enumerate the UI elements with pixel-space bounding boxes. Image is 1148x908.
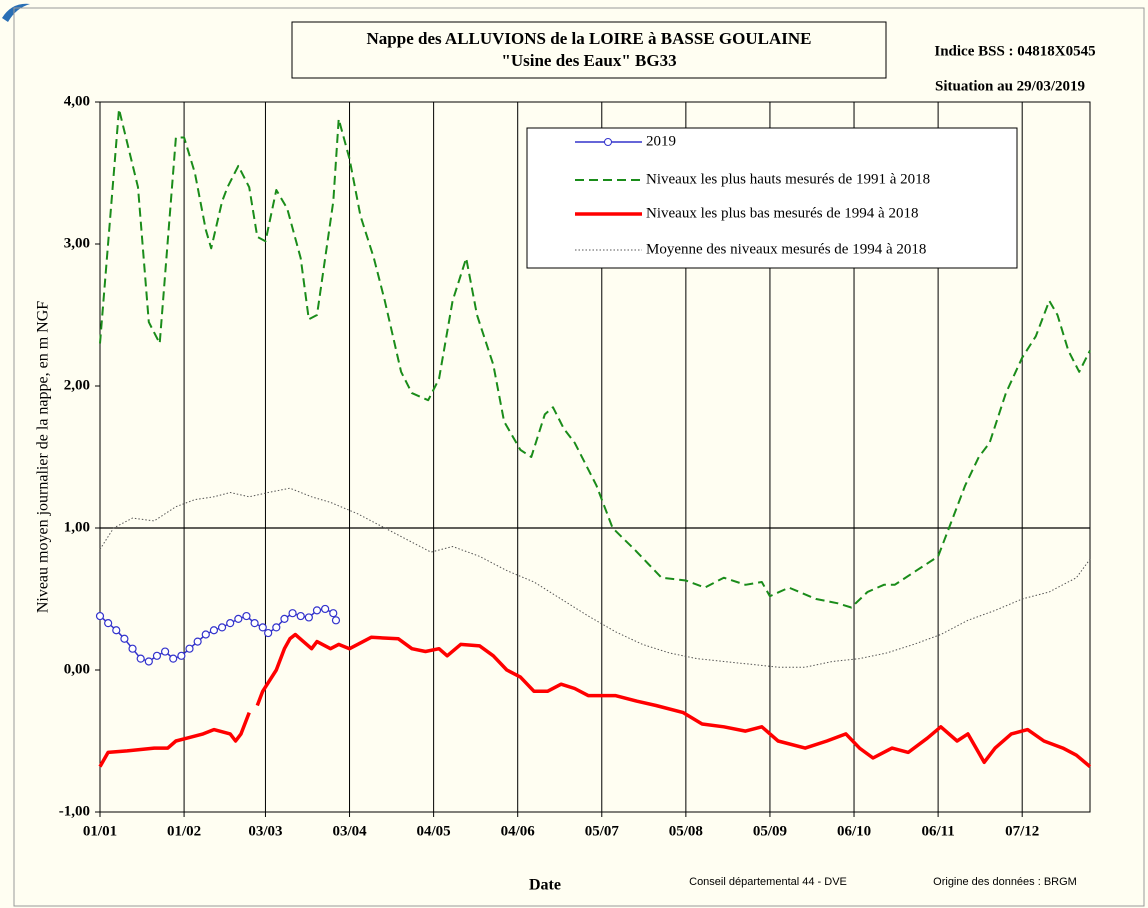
data-point xyxy=(242,611,251,621)
y-tick-label: 1,00 xyxy=(64,519,90,535)
data-point xyxy=(321,604,330,614)
data-point xyxy=(312,606,322,615)
series-line xyxy=(99,487,1091,668)
y-tick-label: 3,00 xyxy=(64,235,90,251)
title-box xyxy=(291,21,887,79)
legend xyxy=(526,127,1018,269)
y-tick-label: 2,00 xyxy=(64,377,90,393)
annotation: Origine des données : BRGM xyxy=(933,876,1077,888)
data-point xyxy=(160,647,170,656)
data-point xyxy=(185,644,194,653)
x-tick-label: 05/09 xyxy=(753,823,787,839)
data-point xyxy=(95,611,105,621)
legend-swatch xyxy=(604,138,612,146)
x-tick-label: 03/04 xyxy=(332,823,367,839)
x-tick-label: 06/11 xyxy=(921,823,954,839)
legend-label: Niveaux les plus hauts mesurés de 1991 à… xyxy=(646,171,930,187)
data-point xyxy=(280,614,289,623)
x-tick-label: 04/05 xyxy=(417,823,451,839)
data-point xyxy=(144,657,153,666)
x-tick-label: 01/02 xyxy=(167,823,201,839)
y-tick-label: -1,00 xyxy=(59,803,90,819)
frame xyxy=(13,7,1145,907)
data-point xyxy=(136,654,145,663)
data-point xyxy=(169,654,178,663)
x-tick-label: 04/06 xyxy=(501,823,536,839)
data-point xyxy=(217,623,227,632)
data-point xyxy=(250,619,259,628)
series-line xyxy=(98,632,1092,768)
data-point xyxy=(329,609,338,618)
data-point xyxy=(193,637,202,646)
x-tick-label: 07/12 xyxy=(1005,823,1039,839)
x-tick-label: 05/07 xyxy=(585,823,620,839)
annotation: Situation au 29/03/2019 xyxy=(935,78,1085,94)
data-point xyxy=(152,651,162,660)
y-axis-label: Niveau moyen journalier de la nappe, en … xyxy=(35,301,52,613)
annotation: Conseil départemental 44 - DVE xyxy=(689,876,847,888)
data-point xyxy=(234,614,243,623)
data-point xyxy=(112,626,121,635)
data-point xyxy=(288,609,297,618)
chart-subtitle: "Usine des Eaux" BG33 xyxy=(501,51,676,70)
legend-label: 2019 xyxy=(646,133,676,149)
data-point xyxy=(296,611,305,621)
legend-label: Niveaux les plus bas mesurés de 1994 à 2… xyxy=(646,205,918,221)
x-tick-label: 03/03 xyxy=(248,823,282,839)
y-tick-label: 4,00 xyxy=(64,93,90,109)
data-point xyxy=(104,619,113,628)
legend-label: Moyenne des niveaux mesurés de 1994 à 20… xyxy=(646,241,926,257)
chart-title: Nappe des ALLUVIONS de la LOIRE à BASSE … xyxy=(367,29,812,48)
data-point xyxy=(120,634,129,643)
data-point xyxy=(177,651,186,660)
x-tick-label: 01/01 xyxy=(83,823,117,839)
data-point xyxy=(128,644,137,653)
data-point xyxy=(272,623,281,632)
data-point xyxy=(209,626,219,635)
data-point xyxy=(264,628,273,638)
y-tick-label: 0,00 xyxy=(64,661,90,677)
data-point xyxy=(201,630,210,639)
x-axis-label: Date xyxy=(529,877,561,894)
logo xyxy=(2,3,30,22)
data-point xyxy=(304,613,313,622)
x-tick-label: 06/10 xyxy=(837,823,871,839)
data-point xyxy=(258,623,267,632)
data-point xyxy=(331,616,341,625)
x-tick-label: 05/08 xyxy=(669,823,703,839)
annotation: Indice BSS : 04818X0545 xyxy=(934,43,1095,59)
data-point xyxy=(226,619,235,628)
